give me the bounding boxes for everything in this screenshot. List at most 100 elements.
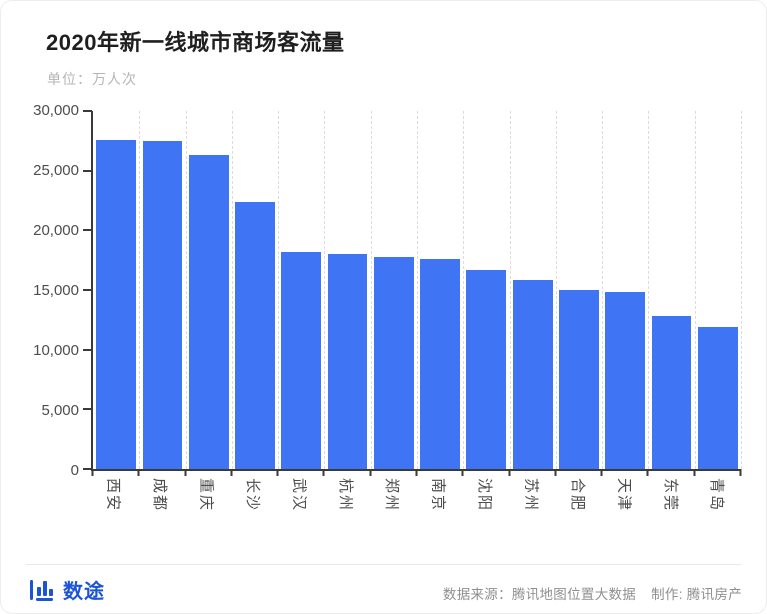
y-axis-tick (83, 468, 92, 470)
bar (235, 201, 275, 469)
vertical-gridline (463, 111, 465, 469)
x-axis-category-label: 西安 (104, 478, 122, 513)
y-axis-tick-label: 5,000 (41, 402, 79, 419)
x-axis-tick (461, 469, 464, 476)
data-source-text: 数据来源：腾讯地图位置大数据 (442, 587, 637, 602)
bar-slot (232, 111, 278, 469)
x-label-slot: 合肥 (555, 478, 601, 512)
bar-slot (648, 111, 694, 469)
y-axis-tick-label: 15,000 (33, 282, 79, 299)
vertical-gridline (185, 111, 187, 469)
vertical-gridline (741, 111, 742, 469)
x-axis-labels: 西安 成都 重庆 长沙 武汉 杭州 郑州 南京 沈阳 苏州 合肥 天津 东莞 青岛 (91, 478, 741, 512)
vertical-gridline (555, 111, 557, 469)
x-axis-tick (322, 469, 325, 476)
bar (466, 269, 507, 469)
x-axis-tick (415, 469, 418, 476)
x-axis-tick (276, 469, 279, 476)
bar-slot (278, 111, 324, 469)
x-label-slot: 武汉 (277, 478, 323, 512)
vertical-gridline (370, 111, 372, 469)
x-label-slot: 沈阳 (462, 478, 508, 512)
bar-slot (463, 111, 509, 469)
y-axis-tick-label: 20,000 (33, 222, 79, 239)
bar-slot (139, 111, 185, 469)
x-label-slot: 天津 (602, 478, 648, 512)
y-axis-tick (83, 169, 92, 172)
x-axis-tick (646, 469, 649, 476)
x-axis-category-label: 长沙 (243, 478, 261, 513)
vertical-gridline (417, 111, 418, 469)
chart-title: 2020年新一线城市商场客流量 (46, 30, 345, 55)
y-axis-tick (83, 110, 92, 112)
x-axis-category-label: 郑州 (383, 478, 401, 513)
vertical-gridline (694, 111, 696, 469)
y-axis-tick-label: 10,000 (33, 342, 79, 359)
vertical-gridline (509, 111, 511, 469)
bar (651, 316, 692, 469)
x-label-slot: 重庆 (184, 478, 230, 512)
vertical-gridline (139, 111, 141, 469)
x-axis-category-label: 沈阳 (476, 478, 494, 513)
chart-unit-label: 单位：万人次 (47, 71, 137, 87)
x-axis-category-label: 南京 (429, 478, 447, 513)
bar (327, 254, 368, 469)
x-axis-category-label: 武汉 (290, 478, 308, 513)
bar (605, 292, 646, 469)
x-label-slot: 长沙 (230, 478, 276, 512)
bar-chart-logo-icon (30, 579, 53, 601)
x-axis-tick (137, 469, 140, 476)
vertical-gridline (231, 111, 233, 469)
x-label-slot: 郑州 (370, 478, 416, 512)
bar (96, 139, 137, 469)
x-axis-category-label: 东莞 (661, 478, 679, 513)
footer-source: 数据来源：腾讯地图位置大数据 制作: 腾讯房产 (443, 583, 742, 603)
bar-slot (556, 111, 602, 469)
bar-slot (602, 111, 648, 469)
x-axis-tick (693, 469, 696, 476)
x-axis-tick (184, 469, 187, 476)
bar (512, 280, 553, 469)
y-axis-tick (83, 229, 92, 232)
vertical-gridline (648, 111, 650, 469)
y-axis-tick-label: 0 (70, 462, 79, 479)
x-axis-tick (91, 469, 94, 476)
bar (142, 140, 183, 469)
y-axis-tick-label: 25,000 (33, 162, 79, 179)
y-axis-tick (83, 348, 92, 351)
x-axis-category-label: 重庆 (197, 478, 215, 513)
x-label-slot: 东莞 (648, 478, 694, 512)
logo-text: 数途 (63, 581, 105, 603)
bar-slot (93, 111, 139, 469)
y-axis-tick (83, 408, 92, 411)
bar-slot (186, 111, 232, 469)
x-axis-tick (508, 469, 511, 476)
x-axis-category-label: 合肥 (568, 478, 586, 513)
x-axis-category-label: 杭州 (336, 478, 354, 513)
bar (420, 258, 460, 469)
x-axis-tick (554, 469, 557, 476)
vertical-gridline (278, 111, 280, 469)
bar (559, 290, 599, 469)
y-axis-tick-label: 30,000 (33, 102, 79, 119)
vertical-gridline (602, 111, 604, 469)
bar (373, 256, 414, 469)
bar (188, 155, 229, 469)
bar (697, 327, 738, 469)
x-label-slot: 青岛 (694, 478, 740, 512)
x-label-slot: 南京 (416, 478, 462, 512)
bar-slot (510, 111, 556, 469)
x-axis-tick (230, 469, 233, 476)
x-axis-category-label: 成都 (151, 478, 169, 513)
x-label-slot: 苏州 (509, 478, 555, 512)
x-axis-category-label: 天津 (615, 478, 633, 513)
footer-divider (26, 564, 741, 565)
x-axis-tick (739, 469, 742, 476)
bar (281, 251, 322, 469)
x-label-slot: 成都 (137, 478, 183, 512)
x-label-slot: 西安 (91, 478, 137, 512)
shutu-logo: 数途 (29, 575, 105, 604)
bar-slot (371, 111, 417, 469)
x-axis-tick (369, 469, 372, 476)
